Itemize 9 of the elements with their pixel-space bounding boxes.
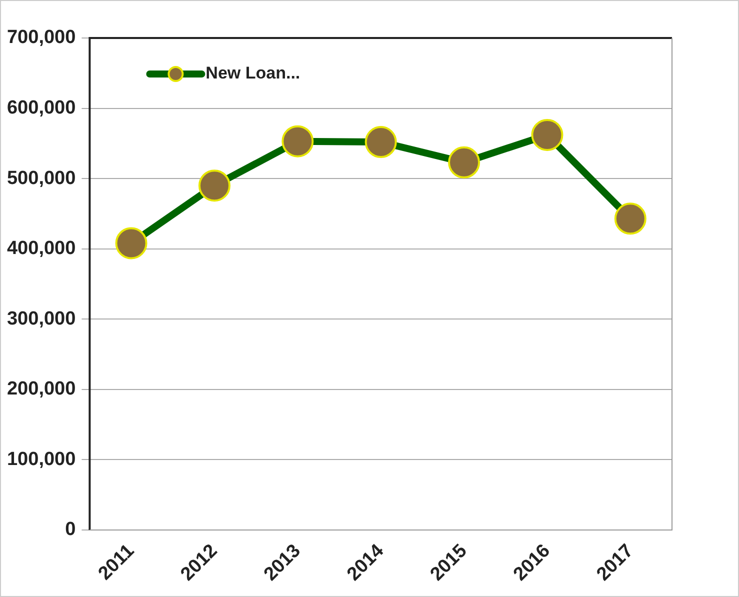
y-tick-label: 400,000 xyxy=(6,238,76,260)
y-tick-label: 300,000 xyxy=(6,308,76,330)
legend-label: New Loan... xyxy=(206,64,300,83)
y-tick-label: 500,000 xyxy=(6,168,76,189)
y-tick-label: 600,000 xyxy=(6,98,76,119)
y-tick-label: 100,000 xyxy=(6,448,76,470)
y-tick-label: 700,000 xyxy=(6,27,76,48)
y-tick-label: 200,000 xyxy=(6,378,76,400)
y-tick-label: 0 xyxy=(65,519,76,540)
